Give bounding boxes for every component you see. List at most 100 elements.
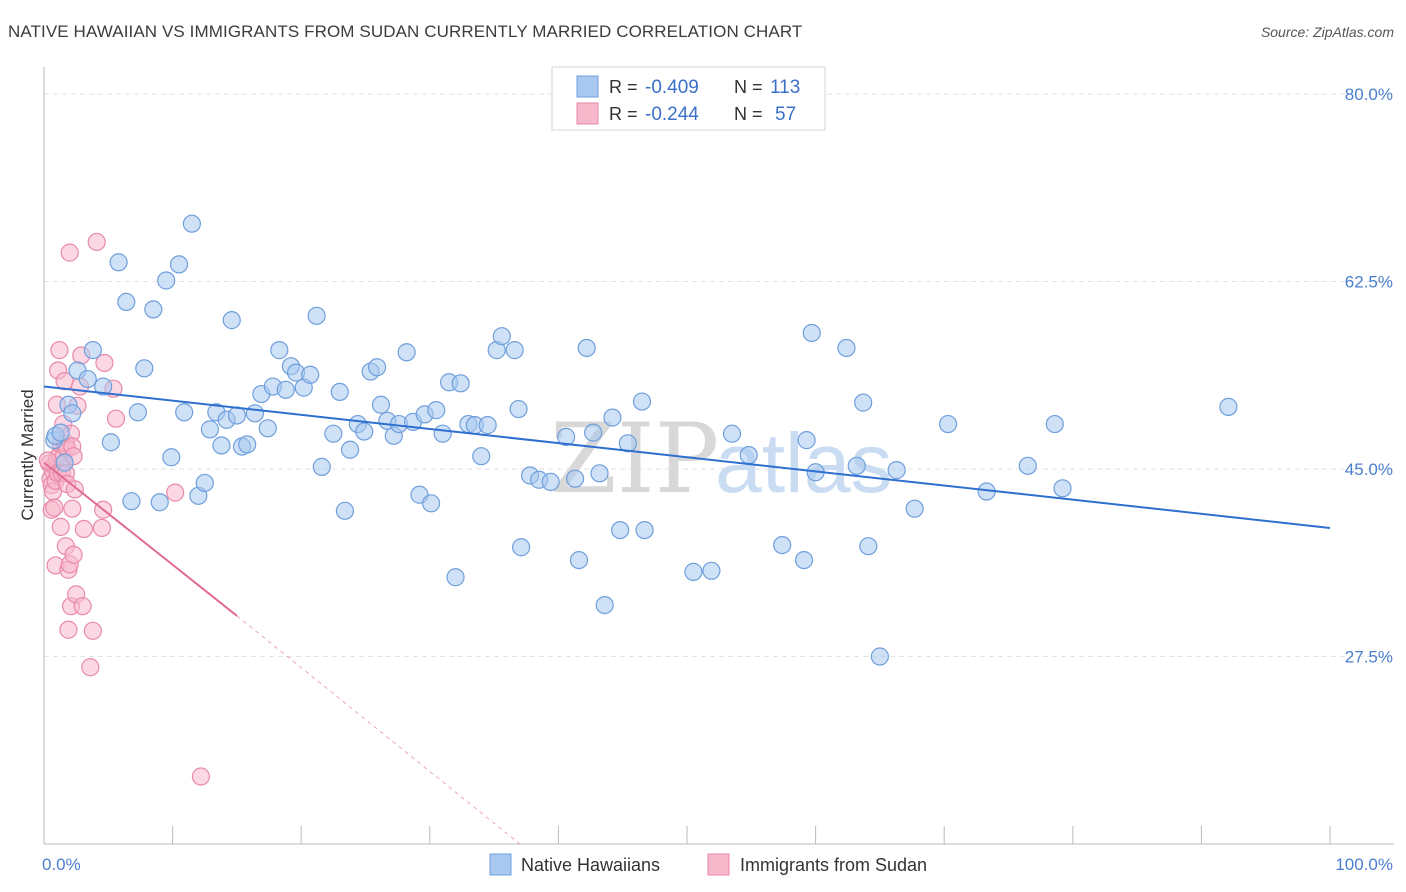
native-hawaiian-point — [330, 382, 349, 401]
x-tick-labels: 0.0% 100.0% — [42, 855, 1393, 874]
native-hawaiian-point — [702, 561, 721, 580]
chart-title: NATIVE HAWAIIAN VS IMMIGRANTS FROM SUDAN… — [8, 22, 803, 41]
legend-swatch-blue — [576, 75, 599, 98]
legend-r-label-blue: R = — [609, 77, 638, 97]
sudan-point — [73, 597, 92, 616]
native-hawaiian-point — [595, 595, 614, 615]
native-hawaiian-point — [505, 341, 524, 360]
native-hawaiian-point — [162, 448, 181, 467]
legend-bottom-swatch-pink — [707, 853, 730, 876]
watermark-zip: ZIP — [550, 403, 719, 515]
native-hawaiian-point — [150, 493, 169, 512]
sudan-point — [74, 519, 93, 539]
legend-n-label-pink: N = — [734, 104, 763, 124]
native-hawaiian-point — [222, 311, 241, 330]
trend-line-sudan-extension — [236, 615, 521, 845]
sudan-point — [45, 498, 64, 517]
sudan-point — [50, 341, 69, 360]
legend-bottom-label-blue: Native Hawaiians — [521, 855, 660, 875]
native-hawaiian-point — [276, 380, 295, 399]
native-hawaiian-point — [618, 434, 637, 453]
native-hawaiian-point — [512, 538, 531, 557]
native-hawaiian-point — [451, 374, 470, 393]
native-hawaiian-point — [541, 472, 560, 491]
native-hawaiian-point — [238, 435, 257, 454]
legend-swatch-pink — [576, 102, 599, 125]
native-hawaiian-point — [55, 453, 74, 472]
native-hawaiian-point — [938, 414, 958, 434]
x-tick-label: 0.0% — [42, 855, 81, 874]
native-hawaiian-point — [635, 521, 654, 540]
native-hawaiian-point — [195, 473, 214, 493]
native-hawaiian-point — [182, 214, 201, 233]
legend-r-value-blue: -0.409 — [645, 77, 699, 98]
native-hawaiian-point — [270, 341, 289, 360]
native-hawaiian-point — [135, 359, 154, 378]
trend-line-native-hawaiian — [43, 385, 1331, 529]
native-hawaiian-point — [397, 343, 416, 362]
native-hawaiian-point — [433, 424, 452, 443]
y-tick-label: 62.5% — [1345, 273, 1393, 292]
native-hawaiian-point — [603, 408, 622, 427]
sudan-point — [92, 518, 111, 538]
native-hawaiian-point — [492, 327, 511, 346]
native-hawaiian-point — [590, 464, 609, 483]
native-hawaiian-point — [258, 419, 277, 438]
sudan-point — [95, 353, 114, 373]
native-hawaiian-point — [307, 306, 326, 325]
y-tick-label: 27.5% — [1345, 648, 1393, 667]
legend-r-label-pink: R = — [609, 104, 638, 124]
trend-line-sudan — [43, 461, 238, 617]
legend-n-value-blue: 113 — [770, 77, 800, 98]
native-hawaiian-point — [122, 492, 141, 511]
native-hawaiian-point — [632, 392, 652, 411]
native-hawaiian-point — [371, 395, 391, 414]
native-hawaiian-point — [324, 424, 343, 443]
native-hawaiian-point — [611, 521, 630, 540]
native-hawaiian-point — [1219, 397, 1238, 416]
native-hawaiian-point — [684, 562, 703, 581]
native-hawaiian-point — [854, 393, 873, 412]
native-hawaiian-point — [117, 292, 136, 312]
native-hawaiian-point — [446, 568, 465, 587]
watermark: ZIP atlas — [550, 403, 892, 515]
native-hawaiian-point — [557, 427, 576, 446]
native-hawaiian-point — [175, 403, 194, 422]
sudan-point — [106, 409, 126, 428]
native-hawaiian-point — [427, 401, 446, 420]
native-hawaiian-point — [169, 255, 189, 274]
native-hawaiian-point — [144, 300, 163, 319]
native-hawaiian-point — [63, 404, 82, 423]
series-native-hawaiian-points — [45, 214, 1238, 666]
y-axis-label: Currently Married — [18, 389, 37, 520]
native-hawaiian-point — [245, 404, 265, 423]
grid-lines — [44, 93, 1394, 658]
native-hawaiian-point — [509, 399, 528, 419]
native-hawaiian-point — [1053, 479, 1072, 498]
native-hawaiian-point — [722, 424, 742, 443]
sudan-point — [51, 517, 70, 536]
y-tick-label: 80.0% — [1345, 85, 1393, 104]
native-hawaiian-point — [887, 461, 906, 480]
native-hawaiian-point — [584, 423, 603, 442]
legend-bottom-label-pink: Immigrants from Sudan — [740, 855, 927, 875]
native-hawaiian-point — [569, 550, 589, 570]
legend-top: R = -0.409 N = 113 R = -0.244 N = 57 — [551, 66, 826, 131]
legend-bottom-swatch-blue — [489, 853, 512, 876]
native-hawaiian-point — [212, 436, 231, 455]
legend-r-value-pink: -0.244 — [645, 104, 699, 125]
native-hawaiian-point — [1018, 456, 1037, 475]
source-label: Source: ZipAtlas.com — [1260, 24, 1394, 40]
sudan-point — [191, 767, 210, 786]
native-hawaiian-point — [859, 537, 878, 556]
native-hawaiian-point — [739, 446, 758, 465]
native-hawaiian-point — [94, 377, 113, 396]
native-hawaiian-point — [794, 550, 814, 570]
native-hawaiian-point — [340, 440, 360, 459]
native-hawaiian-point — [566, 469, 585, 488]
legend-n-label-blue: N = — [734, 77, 763, 97]
x-tick-label: 100.0% — [1335, 855, 1393, 874]
native-hawaiian-point — [157, 271, 176, 290]
native-hawaiian-point — [227, 406, 246, 425]
